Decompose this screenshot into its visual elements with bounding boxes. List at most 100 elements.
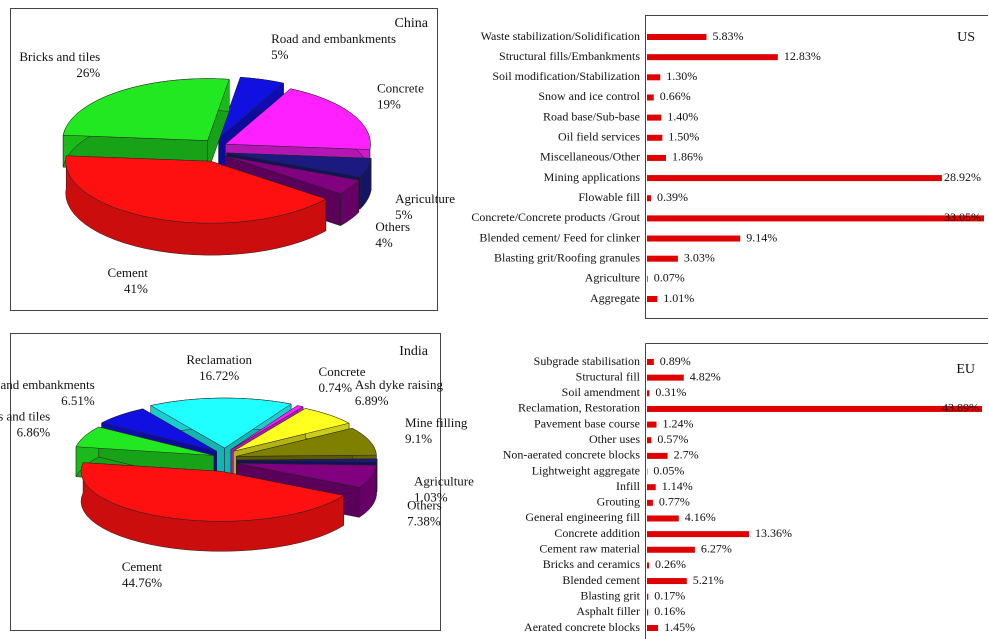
bar <box>647 499 653 506</box>
pie-slice <box>236 462 377 488</box>
value-label: 0.16% <box>654 604 685 618</box>
slice-label: Others <box>375 219 410 234</box>
slice-value-label: 19% <box>377 97 401 112</box>
value-label: 0.66% <box>660 89 691 103</box>
category-label: Pavement base course <box>534 416 640 430</box>
slice-value-label: 0.74% <box>319 380 353 395</box>
value-label: 0.17% <box>654 588 685 602</box>
value-label: 1.30% <box>666 69 697 83</box>
bar <box>647 34 707 40</box>
value-label: 1.86% <box>672 150 703 164</box>
slice-label: Others <box>407 497 442 512</box>
bar <box>647 114 662 121</box>
value-label: 4.16% <box>685 510 716 524</box>
slice-label: Bricks and tiles <box>0 408 50 423</box>
slice-value-label: 6.86% <box>17 424 51 439</box>
category-label: Waste stabilization/Solidification <box>481 29 640 43</box>
category-label: Flowable fill <box>578 190 640 204</box>
slice-value-label: 44.76% <box>122 575 162 590</box>
category-label: Asphalt filler <box>576 604 640 618</box>
value-label: 1.40% <box>667 109 698 123</box>
bar <box>647 531 749 538</box>
bar <box>647 255 678 262</box>
slice-label: Ash dyke raising <box>355 377 444 392</box>
slice-label: Cement <box>107 265 148 280</box>
value-label: 12.83% <box>784 49 821 63</box>
pie-slice <box>226 152 372 178</box>
category-label: Blasting grit <box>580 588 640 602</box>
bar <box>647 546 695 553</box>
slice-value-label: 16.72% <box>199 368 239 383</box>
value-label: 0.31% <box>655 385 686 399</box>
slice-label: Mine filling <box>405 415 468 430</box>
slice-label: Agriculture <box>414 474 474 489</box>
bar <box>647 134 663 141</box>
category-label: Structural fills/Embankments <box>499 49 640 63</box>
category-label: Grouting <box>597 495 640 509</box>
slice-value-label: 4% <box>375 235 393 250</box>
pie-slice <box>80 462 345 522</box>
value-label: 1.24% <box>662 416 693 430</box>
category-label: Soil modification/Stabilization <box>492 69 640 83</box>
slice-value-label: 5% <box>271 47 289 62</box>
value-label: 0.77% <box>659 495 690 509</box>
chart-title: India <box>399 344 429 359</box>
category-label: Concrete/Concrete products /Grout <box>471 210 640 224</box>
bar <box>647 593 649 600</box>
slice-label: Concrete <box>319 364 366 379</box>
value-label: 5.21% <box>693 573 724 587</box>
bar <box>647 215 984 222</box>
pie-slice <box>224 88 371 150</box>
pie-slice <box>225 155 360 194</box>
category-label: Blasting grit/Roofing granules <box>494 250 640 264</box>
chart-title: EU <box>956 362 975 377</box>
category-label: Non-aerated concrete blocks <box>503 448 641 462</box>
slice-value-label: 7.38% <box>407 513 441 528</box>
value-label: 3.03% <box>684 250 715 264</box>
slice-label: Concrete <box>377 81 424 96</box>
category-label: Aggregate <box>590 291 640 305</box>
value-label: 1.01% <box>663 291 694 305</box>
slice-value-label: 26% <box>76 65 100 80</box>
category-label: Infill <box>616 479 641 493</box>
slice-value-label: 41% <box>124 281 148 296</box>
pie-slice <box>236 458 378 463</box>
category-label: Road base/Sub-base <box>543 109 640 123</box>
value-label: 4.82% <box>690 369 721 383</box>
pie-slice <box>65 155 327 224</box>
category-label: Miscellaneous/Other <box>540 150 640 164</box>
slice-value-label: 6.89% <box>355 393 389 408</box>
bar <box>647 74 661 81</box>
pie-slice <box>62 78 230 141</box>
bar <box>647 609 649 616</box>
value-label: 28.92% <box>944 170 981 184</box>
slice-label: Agriculture <box>395 191 455 206</box>
slice-label: Reclamation <box>186 352 252 367</box>
chart-title: China <box>395 16 429 31</box>
value-label: 0.07% <box>654 271 685 285</box>
category-label: Cement raw material <box>539 542 640 556</box>
category-label: Soil amendment <box>562 385 641 399</box>
bar <box>647 562 649 569</box>
bar <box>647 625 659 631</box>
category-label: Blended cement <box>562 573 640 587</box>
bar <box>647 296 658 302</box>
pie-slice <box>150 397 292 449</box>
value-label: 13.36% <box>755 526 792 540</box>
value-label: 33.05% <box>944 210 981 224</box>
bar <box>647 154 666 161</box>
bar <box>647 421 657 428</box>
bar <box>647 390 650 397</box>
pie-slice <box>75 426 214 456</box>
panel-frame <box>645 15 988 319</box>
value-label: 1.45% <box>664 620 695 634</box>
category-label: Snow and ice control <box>538 89 640 103</box>
value-label: 0.57% <box>657 432 688 446</box>
pie-slice <box>100 408 217 452</box>
value-label: 1.14% <box>662 479 693 493</box>
category-label: Lightweight aggregate <box>532 463 640 477</box>
category-label: Mining applications <box>544 170 641 184</box>
slice-value-label: 1.03% <box>414 490 448 505</box>
value-label: 0.39% <box>657 190 688 204</box>
